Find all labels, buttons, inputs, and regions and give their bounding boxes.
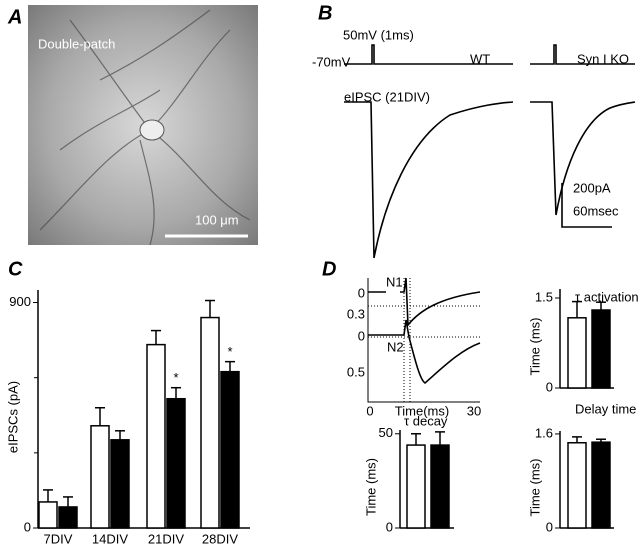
x-tick-label: 28DIV [202, 531, 238, 546]
y-tick-label: 0 [386, 519, 393, 534]
y-axis-label: Time (ms) [527, 458, 542, 516]
y-axis-label: eIPSCs (pA) [5, 381, 20, 453]
chart-title: τ activation [575, 289, 639, 304]
annotation: * [227, 344, 232, 359]
inset-tick: 0 [358, 328, 365, 343]
annotation: * [173, 370, 178, 385]
bar [90, 425, 110, 529]
panel-label: D [322, 258, 336, 280]
y-tick-label: 1.6 [535, 425, 553, 440]
y-tick-label: 900 [9, 294, 31, 309]
inset-axes [367, 278, 480, 403]
bar [200, 316, 220, 529]
x-tick-label: 21DIV [148, 531, 184, 546]
inset: N1 N2 0 0.3 0 0.5 0 30 Time(ms) [347, 274, 481, 418]
y-tick-label: 0 [546, 379, 553, 394]
stimulus-trace [344, 44, 513, 65]
y-tick-label: 0 [24, 519, 31, 534]
inset-tick: 0 [358, 285, 365, 300]
bar [220, 370, 240, 529]
stimulus-trace [530, 44, 635, 65]
inset-tick: 30 [467, 403, 481, 418]
bar [567, 317, 587, 389]
inset-x-label: Time(ms) [395, 403, 449, 418]
bar [567, 442, 587, 529]
bar [146, 343, 166, 529]
x-tick-label: 7DIV [44, 531, 73, 546]
trace-title: eIPSC (21DIV) [344, 89, 430, 104]
y-tick-label: 1.5 [535, 289, 553, 304]
bar [591, 309, 611, 389]
holding-label: -70mV [312, 54, 351, 69]
caption: Double-patch [38, 36, 115, 51]
inset-tick: 0.5 [347, 364, 365, 379]
cell-body [139, 119, 165, 141]
bar [406, 444, 426, 529]
neurites [39, 9, 251, 246]
ko-label: Syn I KO [577, 51, 629, 66]
y-tick-label: 0 [546, 519, 553, 534]
scale-label: 100 μm [195, 212, 239, 227]
inset-tick: 0 [366, 403, 373, 418]
bar [166, 397, 186, 529]
scale-label: 60msec [573, 203, 619, 218]
bar [58, 506, 78, 529]
y-axis-label: Time (ms) [363, 458, 378, 516]
y-tick-label: 50 [379, 425, 393, 440]
bar [430, 444, 450, 529]
current-trace [344, 101, 514, 259]
chart-title: τ decay [404, 413, 448, 428]
current-trace [530, 101, 636, 216]
panel-label: A [7, 6, 22, 28]
bar [110, 439, 130, 529]
wt-label: WT [470, 51, 490, 66]
y-axis-label: Time (ms) [527, 317, 542, 375]
scale-bar [561, 183, 612, 228]
panel-label: B [318, 2, 332, 24]
chart-title: Delay time [575, 401, 636, 416]
inset-tick: 0.3 [347, 306, 365, 321]
inset-label: N2 [387, 339, 404, 354]
scale-label: 200pA [573, 180, 611, 195]
bar [591, 441, 611, 529]
stimulus-label: 50mV (1ms) [343, 27, 414, 42]
bar [38, 501, 58, 529]
panel-label: C [8, 258, 23, 280]
inset-label: N1 [386, 274, 403, 289]
x-tick-label: 14DIV [92, 531, 128, 546]
